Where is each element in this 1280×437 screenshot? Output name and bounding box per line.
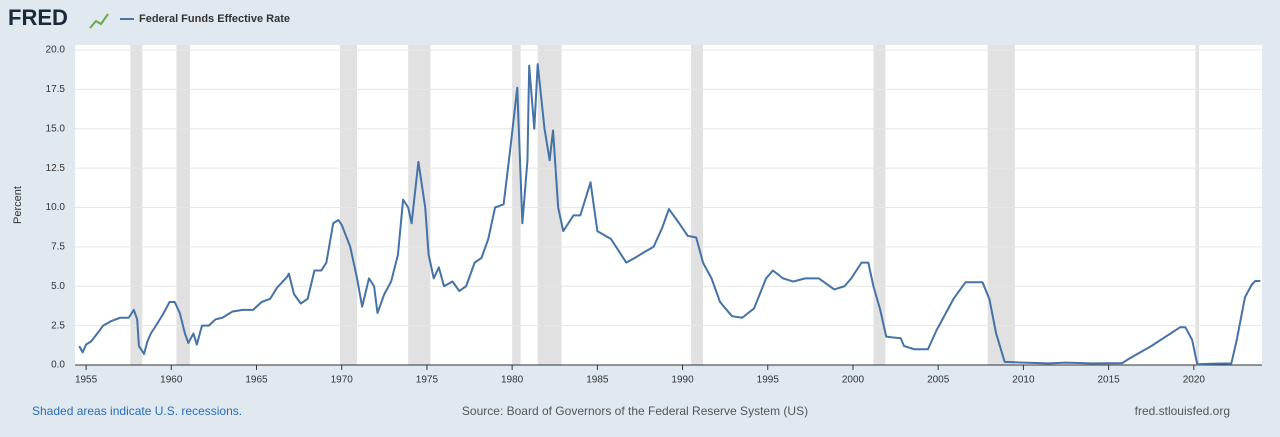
y-tick-label: 17.5	[46, 84, 66, 95]
y-tick-label: 15.0	[46, 123, 66, 134]
y-tick-label: 10.0	[46, 202, 66, 213]
x-tick-label: 1990	[671, 375, 694, 386]
x-tick-label: 1970	[331, 375, 354, 386]
recession-band	[512, 45, 521, 365]
plot-area	[75, 45, 1262, 365]
x-tick-label: 1955	[75, 375, 98, 386]
y-tick-label: 12.5	[46, 163, 66, 174]
x-tick-label: 1985	[586, 375, 609, 386]
x-tick-label: 2005	[927, 375, 950, 386]
y-tick-label: 5.0	[51, 281, 65, 292]
recession-band	[340, 45, 358, 365]
recession-band	[691, 45, 704, 365]
recession-band	[130, 45, 143, 365]
y-tick-label: 2.5	[51, 320, 65, 331]
legend-label: Federal Funds Effective Rate	[139, 13, 290, 25]
data-line	[78, 63, 1261, 366]
site: fred.stlouisfed.org	[1135, 404, 1230, 418]
y-tick-label: 7.5	[51, 242, 65, 253]
x-tick-label: 1965	[245, 375, 268, 386]
x-tick-label: 1960	[160, 375, 183, 386]
x-tick-label: 2015	[1097, 375, 1120, 386]
recession-band	[176, 45, 191, 365]
x-tick-label: 1995	[757, 375, 780, 386]
x-tick-label: 1980	[501, 375, 524, 386]
recession-band	[408, 45, 431, 365]
x-tick-label: 2010	[1012, 375, 1035, 386]
note: Shaded areas indicate U.S. recessions.	[32, 404, 242, 418]
recession-band	[1195, 45, 1199, 365]
x-tick-label: 1975	[416, 375, 439, 386]
y-tick-label: 20.0	[46, 45, 66, 56]
x-tick-label: 2000	[842, 375, 865, 386]
x-tick-label: 2020	[1183, 375, 1206, 386]
recession-band	[987, 45, 1015, 365]
source: Source: Board of Governors of the Federa…	[462, 404, 808, 418]
logo: FRED	[8, 5, 68, 30]
y-axis-label: Percent	[12, 186, 24, 224]
logo-icon	[89, 13, 109, 29]
recession-band	[873, 45, 886, 365]
y-tick-label: 0.0	[51, 360, 65, 371]
